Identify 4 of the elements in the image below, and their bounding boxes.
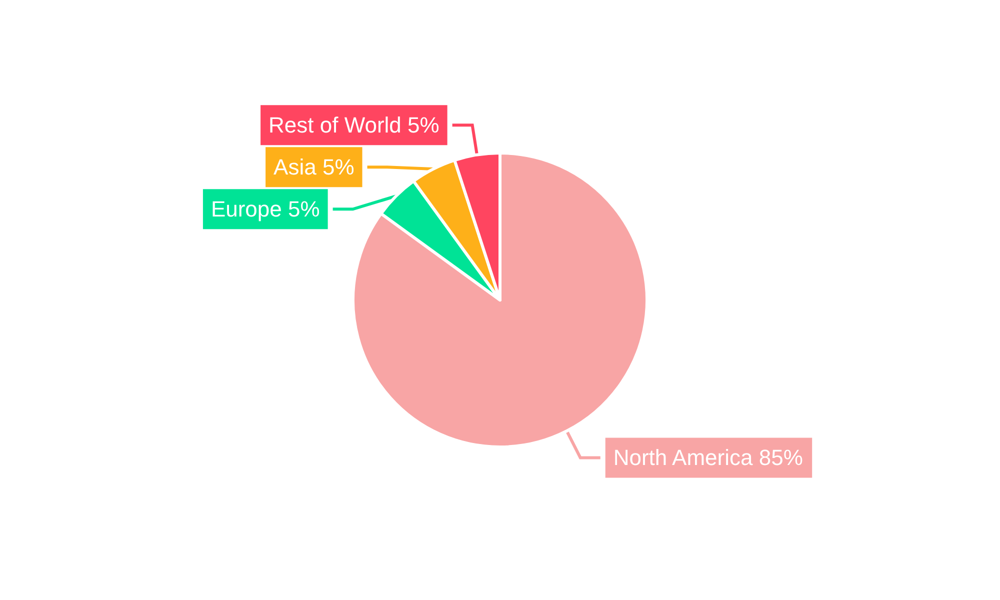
slice-label: Asia 5% xyxy=(274,154,354,180)
slice-label: Rest of World 5% xyxy=(268,112,440,138)
slice-label: Europe 5% xyxy=(210,196,320,222)
slice-label: North America 85% xyxy=(613,445,803,470)
